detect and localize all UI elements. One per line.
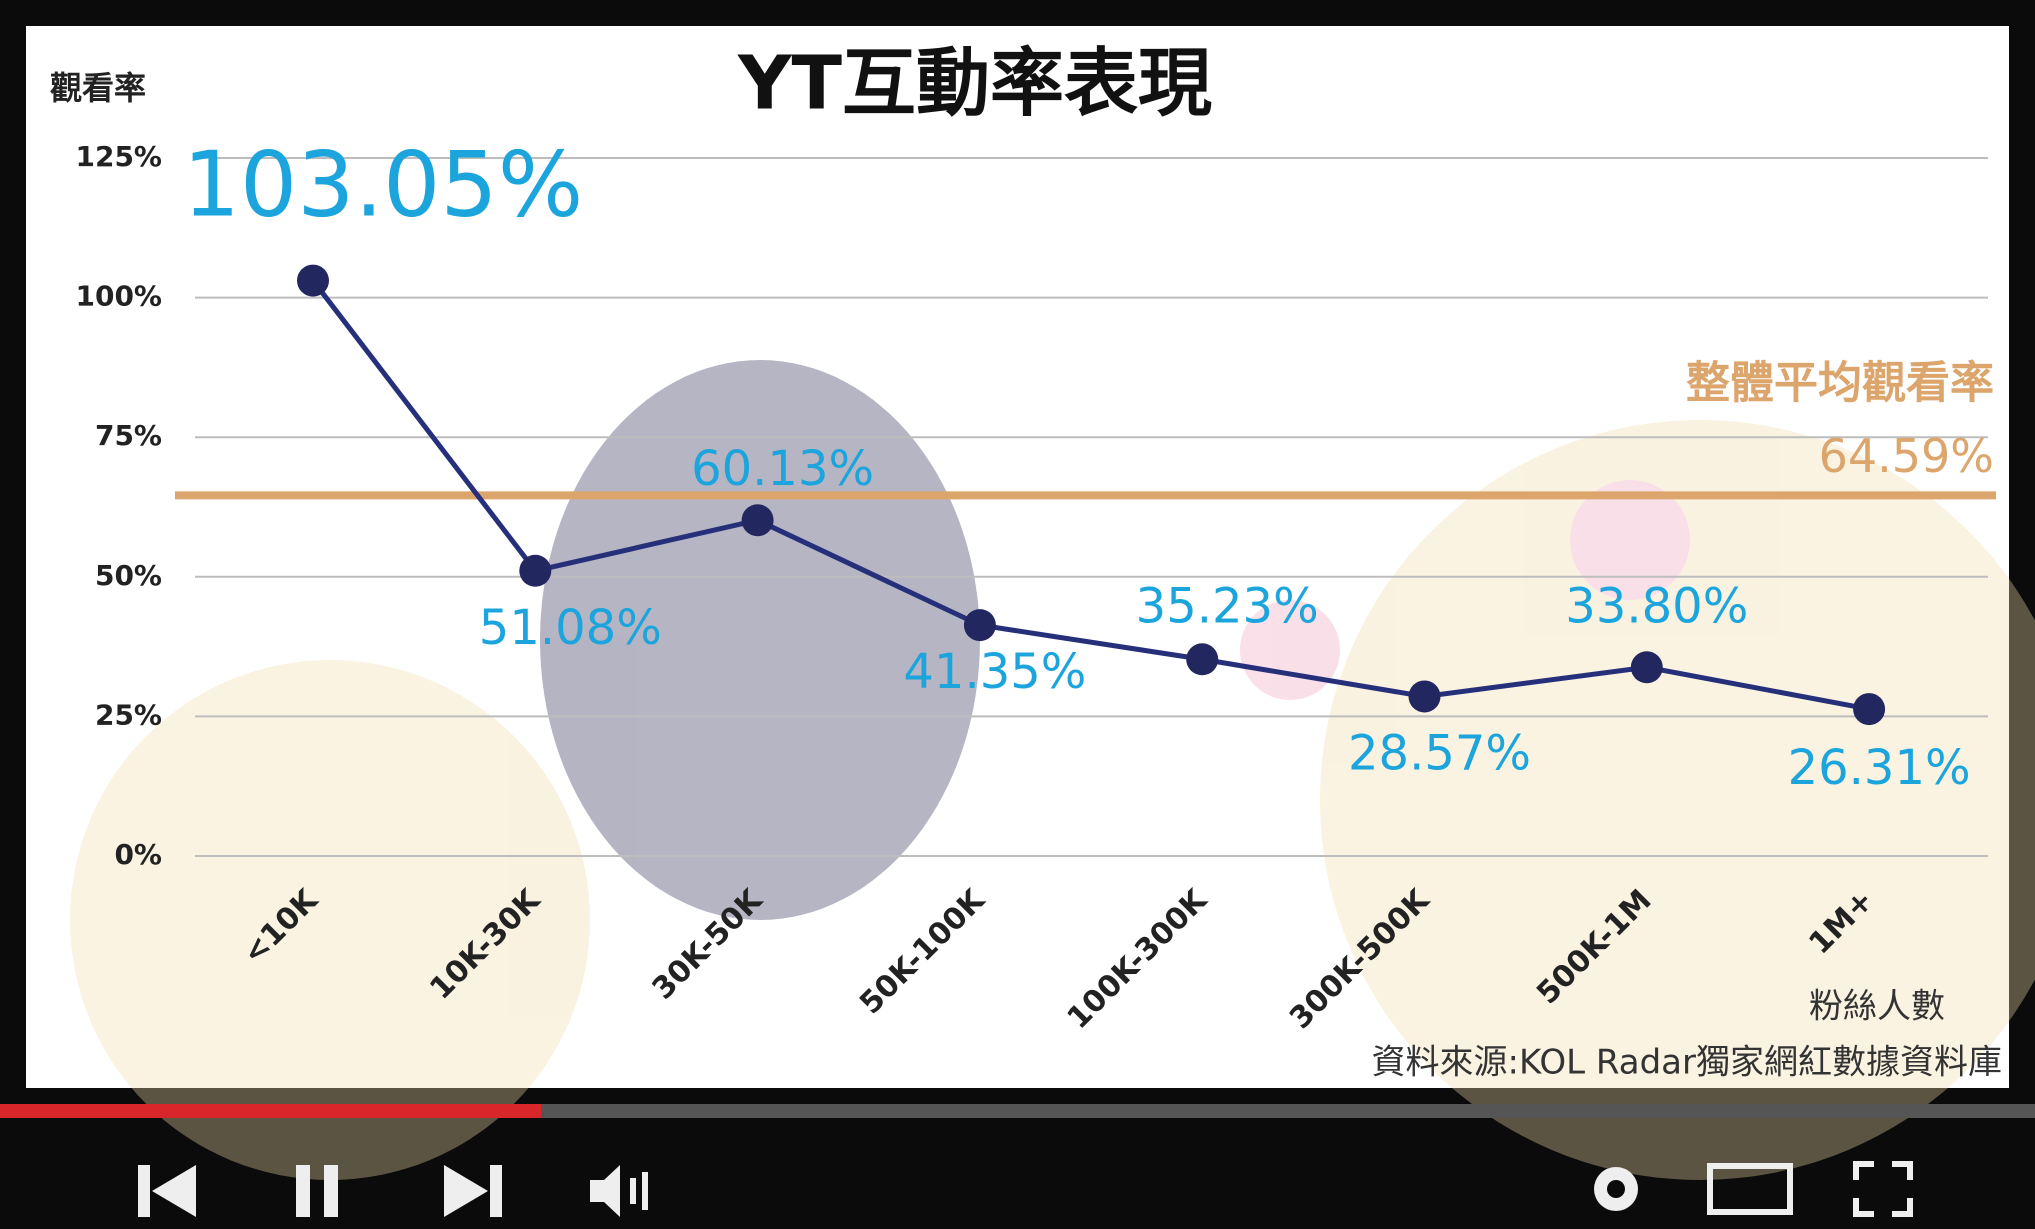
- data-point: [1186, 643, 1218, 675]
- y-tick-label: 100%: [75, 280, 162, 313]
- data-point: [964, 609, 996, 641]
- data-label: 41.35%: [903, 644, 1086, 700]
- data-label: 51.08%: [479, 600, 662, 656]
- data-label: 28.57%: [1348, 725, 1531, 781]
- data-point: [1631, 651, 1663, 683]
- data-label: 60.13%: [691, 441, 874, 497]
- page: {"chart_data": { "type": "line", "title"…: [0, 0, 2035, 1229]
- data-point: [1853, 693, 1885, 725]
- settings-button-hole: [1607, 1180, 1625, 1198]
- y-tick-label: 125%: [75, 140, 162, 173]
- data-point: [519, 555, 551, 587]
- y-tick-label: 75%: [95, 419, 162, 452]
- data-point: [297, 265, 329, 297]
- x-axis-label: 粉絲人數: [1809, 987, 1945, 1027]
- y-axis-label: 觀看率: [50, 69, 146, 107]
- average-value-label: 64.59%: [1819, 429, 1994, 483]
- progress-played[interactable]: [0, 1104, 541, 1118]
- data-point: [742, 504, 774, 536]
- data-label: 26.31%: [1788, 740, 1971, 796]
- source-note: 資料來源:KOL Radar獨家網紅數據資料庫: [1371, 1043, 2002, 1083]
- chart-title: YT互動率表現: [737, 41, 1212, 127]
- screenshot: YT互動率表現 觀看率 粉絲人數 資料來源:KOL Radar獨家網紅數據資料庫…: [0, 0, 2035, 1229]
- data-point: [1409, 680, 1441, 712]
- data-label: 103.05%: [183, 132, 583, 237]
- data-label: 33.80%: [1565, 578, 1748, 634]
- y-tick-label: 25%: [95, 698, 162, 731]
- y-tick-label: 50%: [95, 559, 162, 592]
- data-label: 35.23%: [1136, 578, 1319, 634]
- y-tick-label: 0%: [114, 838, 162, 871]
- average-label: 整體平均觀看率: [1686, 357, 1994, 408]
